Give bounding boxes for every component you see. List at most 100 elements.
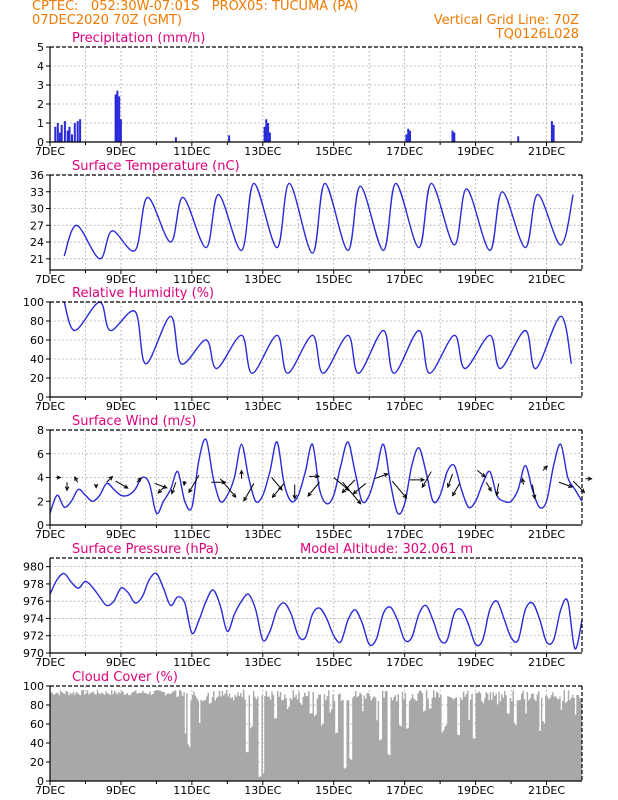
pressure-xtick-label: 19DEC (457, 656, 494, 669)
wind-arrow-head (520, 477, 526, 483)
wind-arrow-shaft (341, 479, 356, 493)
cloud-cover-xtick-label: 21DEC (528, 784, 565, 797)
temperature-line (63, 182, 574, 260)
wind-xtick-label: 11DEC (173, 528, 210, 541)
wind-arrow (485, 482, 492, 492)
wind-arrow-head (182, 481, 187, 487)
wind-arrow-shaft (531, 484, 536, 499)
wind-arrow (585, 476, 593, 481)
wind-arrow (352, 483, 366, 495)
pressure-xtick-label: 15DEC (315, 656, 352, 669)
wind-arrow (136, 477, 142, 483)
precip-bar (119, 119, 122, 142)
precipitation-title: Precipitation (mm/h) (72, 31, 205, 46)
humidity-xtick-label: 15DEC (315, 400, 352, 413)
wind-arrow-head (420, 477, 426, 483)
header-model-code: TQ0126L028 (495, 27, 579, 42)
humidity-ytick-label: 60 (30, 334, 44, 347)
pressure-xtick-label: 17DEC (386, 656, 423, 669)
wind-arrow (391, 480, 408, 499)
temperature-panel: 21 24 27 30 33 36 7DEC 9DEC 11DEC 13DEC 15DEC 17DEC… (30, 159, 583, 286)
cloud-cover-ytick-label: 80 (30, 699, 44, 712)
wind-arrow-shaft (307, 481, 320, 497)
wind-arrow-head (170, 489, 176, 495)
wind-ytick-label: 8 (37, 424, 44, 437)
wind-arrow (374, 473, 389, 480)
wind-arrow-shaft (477, 469, 486, 478)
cloud-cover-xtick-label: 9DEC (106, 784, 136, 797)
precip-bar (552, 124, 555, 142)
wind-arrow-head (292, 494, 297, 500)
wind-arrow-head (74, 476, 79, 482)
wind-arrow (271, 483, 285, 499)
wind-xtick-label: 17DEC (386, 528, 423, 541)
wind-xtick-label: 7DEC (35, 528, 65, 541)
wind-arrow-shaft (485, 482, 492, 492)
humidity-ytick-label: 0 (37, 391, 44, 404)
humidity-line (63, 301, 573, 375)
humidity-xtick-label: 9DEC (106, 400, 136, 413)
pressure-ytick-label: 976 (23, 595, 44, 608)
precip-bar (517, 136, 520, 142)
precipitation-ytick-label: 4 (37, 60, 44, 73)
wind-arrow (341, 479, 356, 494)
wind-xtick-label: 13DEC (244, 528, 281, 541)
wind-arrow (243, 483, 255, 502)
humidity-xtick-label: 13DEC (244, 400, 281, 413)
wind-xtick-label: 21DEC (528, 528, 565, 541)
wind-arrow-head (231, 493, 237, 498)
precip-bar (56, 123, 59, 142)
wind-arrow (188, 474, 200, 494)
wind-arrow-shaft (188, 474, 200, 493)
wind-arrow (572, 480, 586, 494)
cloud-cover-ytick-label: 0 (37, 775, 44, 788)
wind-arrow-head (64, 486, 70, 492)
wind-arrow-head (56, 475, 62, 480)
humidity-title: Relative Humidity (%) (72, 286, 214, 301)
wind-ytick-label: 2 (37, 495, 44, 508)
wind-arrow-head (137, 477, 142, 482)
precip-bar (76, 121, 79, 142)
wind-arrow-shaft (219, 478, 237, 498)
cloud-cover-xtick-label: 15DEC (315, 784, 352, 797)
humidity-xtick-label: 17DEC (386, 400, 423, 413)
header-date: 07DEC2020 70Z (GMT) (32, 13, 183, 28)
pressure-xtick-label: 7DEC (35, 656, 65, 669)
pressure-ytick-label: 972 (23, 630, 44, 643)
header-grid-line: Vertical Grid Line: 70Z (433, 13, 579, 28)
temperature-ytick-label: 27 (30, 219, 44, 232)
wind-arrow-shaft (496, 483, 500, 496)
precipitation-ytick-label: 5 (37, 41, 44, 54)
precip-bar (451, 130, 454, 142)
wind-arrow (182, 480, 187, 487)
humidity-xtick-label: 19DEC (457, 400, 494, 413)
precipitation-ytick-label: 1 (37, 117, 44, 130)
wind-arrow (292, 484, 297, 500)
precip-bar (68, 126, 71, 142)
pressure-xtick-label: 11DEC (173, 656, 210, 669)
cloud-cover-panel: 0 20 40 60 80 100 7DEC 9DEC 11DEC 13DEC 15DEC 17DEC… (23, 670, 583, 797)
wind-arrow-shaft (115, 480, 128, 489)
cloud-cover-title: Cloud Cover (%) (72, 670, 178, 685)
wind-arrow (495, 483, 500, 497)
precip-bar (263, 126, 266, 142)
precip-bar (63, 121, 66, 142)
precip-bar (268, 132, 271, 142)
precip-bar (114, 94, 117, 142)
wind-arrow-head (108, 475, 114, 481)
wind-arrow-shaft (391, 480, 407, 499)
precipitation-xtick-label: 19DEC (457, 145, 494, 158)
precip-bar (118, 96, 121, 142)
temperature-title: Surface Temperature (nC) (72, 159, 240, 174)
wind-arrow-head (341, 488, 347, 494)
precip-bar (550, 121, 553, 142)
wind-arrow-shaft (157, 485, 166, 494)
precip-bar (407, 128, 410, 142)
wind-arrow-head (271, 493, 277, 499)
precip-bar (58, 132, 61, 142)
humidity-xtick-label: 11DEC (173, 400, 210, 413)
precipitation-xtick-label: 17DEC (386, 145, 423, 158)
temperature-xtick-label: 19DEC (457, 273, 494, 286)
pressure-xtick-label: 9DEC (106, 656, 136, 669)
wind-ytick-label: 4 (37, 472, 44, 485)
